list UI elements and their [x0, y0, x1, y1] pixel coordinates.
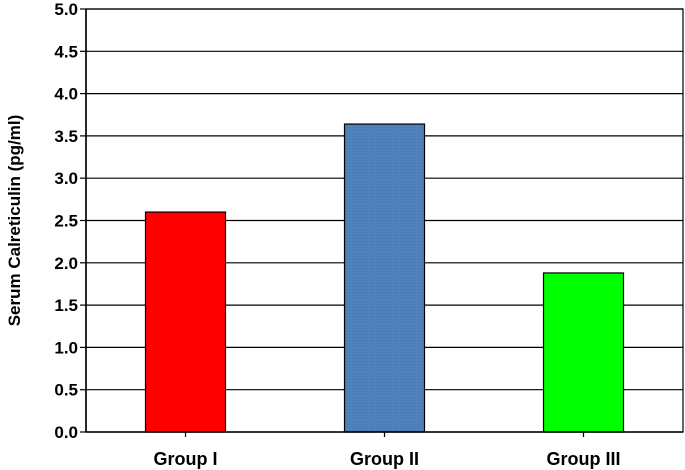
y-axis-ticks: 0.0 0.5 1.0 1.5 2.0 2.5 3.0 3.5 4.0 4.5 5.0 — [54, 0, 86, 442]
y-tick-label: 0.5 — [54, 381, 78, 400]
x-axis-labels: Group I Group II Group III — [154, 432, 621, 469]
y-tick-label: 2.0 — [54, 254, 78, 273]
bar-group-iii — [542, 272, 625, 433]
y-tick-label: 5.0 — [54, 0, 78, 19]
x-category-label: Group I — [154, 449, 218, 469]
bars — [144, 123, 625, 433]
y-tick-label: 2.5 — [54, 212, 78, 231]
y-tick-label: 1.5 — [54, 296, 78, 315]
x-category-label: Group II — [350, 449, 419, 469]
bar-group-i — [144, 211, 227, 433]
y-tick-label: 4.5 — [54, 42, 78, 61]
bar-texture — [344, 124, 425, 432]
y-tick-label: 0.0 — [54, 423, 78, 442]
x-category-label: Group III — [547, 449, 621, 469]
y-axis-title: Serum Calreticulin (pg/ml) — [5, 115, 24, 327]
y-tick-label: 4.0 — [54, 85, 78, 104]
y-tick-label: 1.0 — [54, 338, 78, 357]
y-tick-label: 3.5 — [54, 127, 78, 146]
y-tick-label: 3.0 — [54, 169, 78, 188]
